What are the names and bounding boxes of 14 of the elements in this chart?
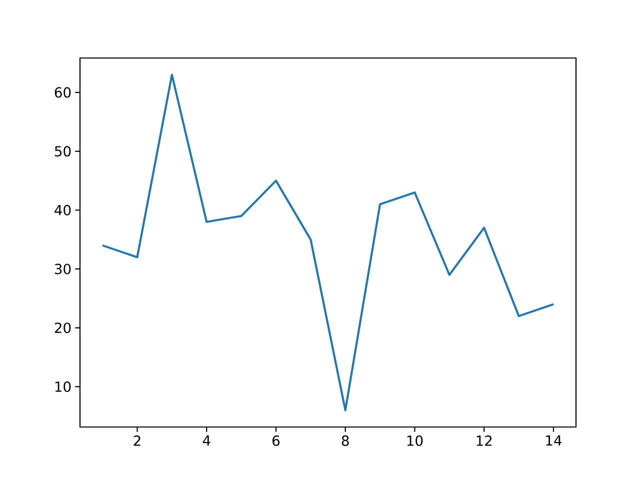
y-tick-label: 10 [55, 381, 71, 392]
x-tick-label: 14 [546, 435, 562, 446]
y-tick-label: 30 [54, 264, 71, 274]
x-tick-label: 12 [476, 435, 492, 446]
y-tick-label: 20 [54, 322, 71, 334]
line-series [102, 74, 554, 412]
x-tick-label: 6 [272, 435, 280, 446]
x-tick-label: 4 [202, 435, 210, 446]
y-tick-label: 60 [54, 87, 71, 98]
x-tick-label: 2 [134, 435, 140, 446]
y-tick-label: 50 [54, 146, 71, 157]
x-tick-label: 10 [407, 435, 423, 446]
y-tick-label: 40 [54, 204, 71, 216]
x-tick-label: 8 [342, 435, 349, 446]
